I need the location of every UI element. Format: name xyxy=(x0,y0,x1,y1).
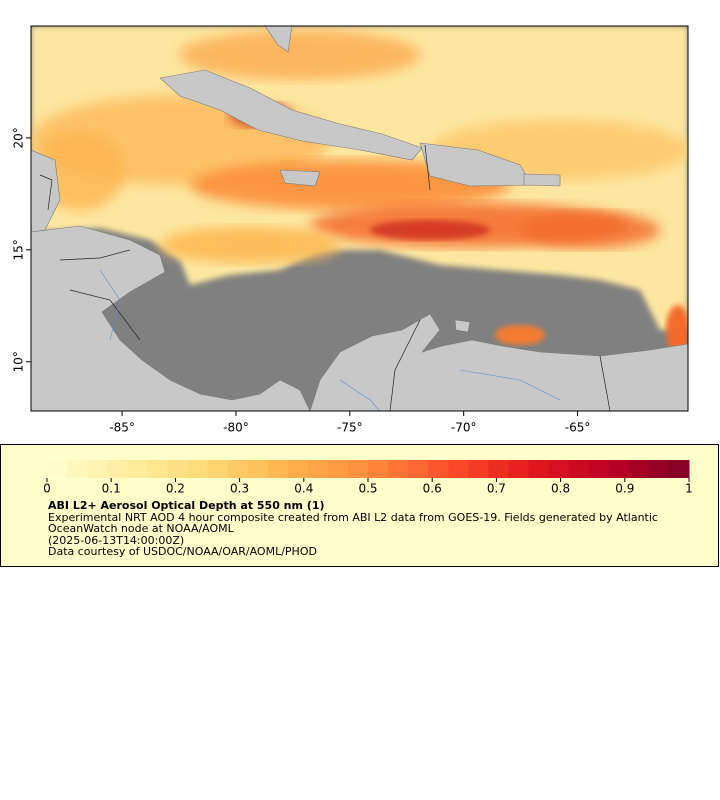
map-area xyxy=(31,26,688,411)
legend-time: (2025-06-13T14:00:00Z) xyxy=(48,533,185,547)
colorbar-segment xyxy=(187,460,208,478)
y-tick-label: 15° xyxy=(12,239,26,260)
legend-description: Experimental NRT AOD 4 hour composite cr… xyxy=(48,510,658,535)
x-tick-label: -80° xyxy=(223,421,249,435)
colorbar-segment xyxy=(207,460,229,478)
colorbar-tick-label: 0.7 xyxy=(487,482,506,496)
colorbar-segment xyxy=(548,460,570,478)
colorbar-segment xyxy=(408,460,429,478)
colorbar-segment xyxy=(488,460,509,478)
colorbar-segment xyxy=(167,460,188,478)
colorbar-segment xyxy=(47,460,68,478)
x-tick-label: -65° xyxy=(565,421,591,435)
rivers xyxy=(99,269,561,411)
colorbar-segment xyxy=(127,460,148,478)
colorbar-segment xyxy=(107,460,128,478)
x-tick-label: -85° xyxy=(109,421,135,435)
colorbar-segment xyxy=(247,460,269,478)
colorbar-segment xyxy=(67,460,88,478)
aerosol-field xyxy=(31,26,688,355)
legend-credit: Data courtesy of USDOC/NOAA/OAR/AOML/PHO… xyxy=(48,545,317,558)
colorbar-tick-label: 1 xyxy=(685,482,693,496)
colorbar-segment xyxy=(287,460,309,478)
colorbar-segment xyxy=(368,460,389,478)
colorbar-segment xyxy=(508,460,529,478)
colorbar: 0 0.1 0.2 0.3 0.4 0.5 0.6 0.7 0.8 0.9 1 xyxy=(43,460,693,496)
colorbar-tick-label: 0.3 xyxy=(230,482,249,496)
colorbar-segment xyxy=(628,460,650,478)
colorbar-tick-label: 0.5 xyxy=(358,482,377,496)
colorbar-segment xyxy=(347,460,369,478)
plot-frame xyxy=(30,25,689,412)
colorbar-segment xyxy=(87,460,108,478)
colorbar-segment xyxy=(588,460,610,478)
legend-title: ABI L2+ Aerosol Optical Depth at 550 nm … xyxy=(48,499,325,512)
colorbar-segment xyxy=(388,460,409,478)
colorbar-segment xyxy=(307,460,329,478)
legend-text: ABI L2+ Aerosol Optical Depth at 550 nm … xyxy=(48,500,698,558)
y-tick-label: 10° xyxy=(12,351,26,372)
colorbar-tick-label: 0 xyxy=(43,482,51,496)
axes: -85° -80° -75° -70° -65° 10° 15° 20° xyxy=(12,127,591,434)
colorbar-segment xyxy=(147,460,168,478)
colorbar-segment xyxy=(608,460,630,478)
borders xyxy=(39,144,611,411)
x-tick-label: -75° xyxy=(337,421,363,435)
colorbar-segment xyxy=(428,460,449,478)
colorbar-segment xyxy=(448,460,469,478)
colorbar-tick-label: 0.8 xyxy=(551,482,570,496)
colorbar-tick-label: 0.1 xyxy=(102,482,121,496)
colorbar-tick-label: 0.4 xyxy=(294,482,313,496)
colorbar-tick-label: 0.2 xyxy=(166,482,185,496)
land xyxy=(31,26,688,411)
colorbar-tick-label: 0.9 xyxy=(615,482,634,496)
colorbar-segment xyxy=(227,460,249,478)
colorbar-tick-label: 0.6 xyxy=(423,482,442,496)
colorbar-segment xyxy=(648,460,670,478)
colorbar-segment xyxy=(327,460,349,478)
colorbar-segment xyxy=(668,460,690,478)
colorbar-segment xyxy=(267,460,289,478)
y-tick-label: 20° xyxy=(12,127,26,148)
x-tick-label: -70° xyxy=(451,421,477,435)
colorbar-segment xyxy=(568,460,590,478)
colorbar-segment xyxy=(528,460,550,478)
colorbar-segment xyxy=(468,460,489,478)
